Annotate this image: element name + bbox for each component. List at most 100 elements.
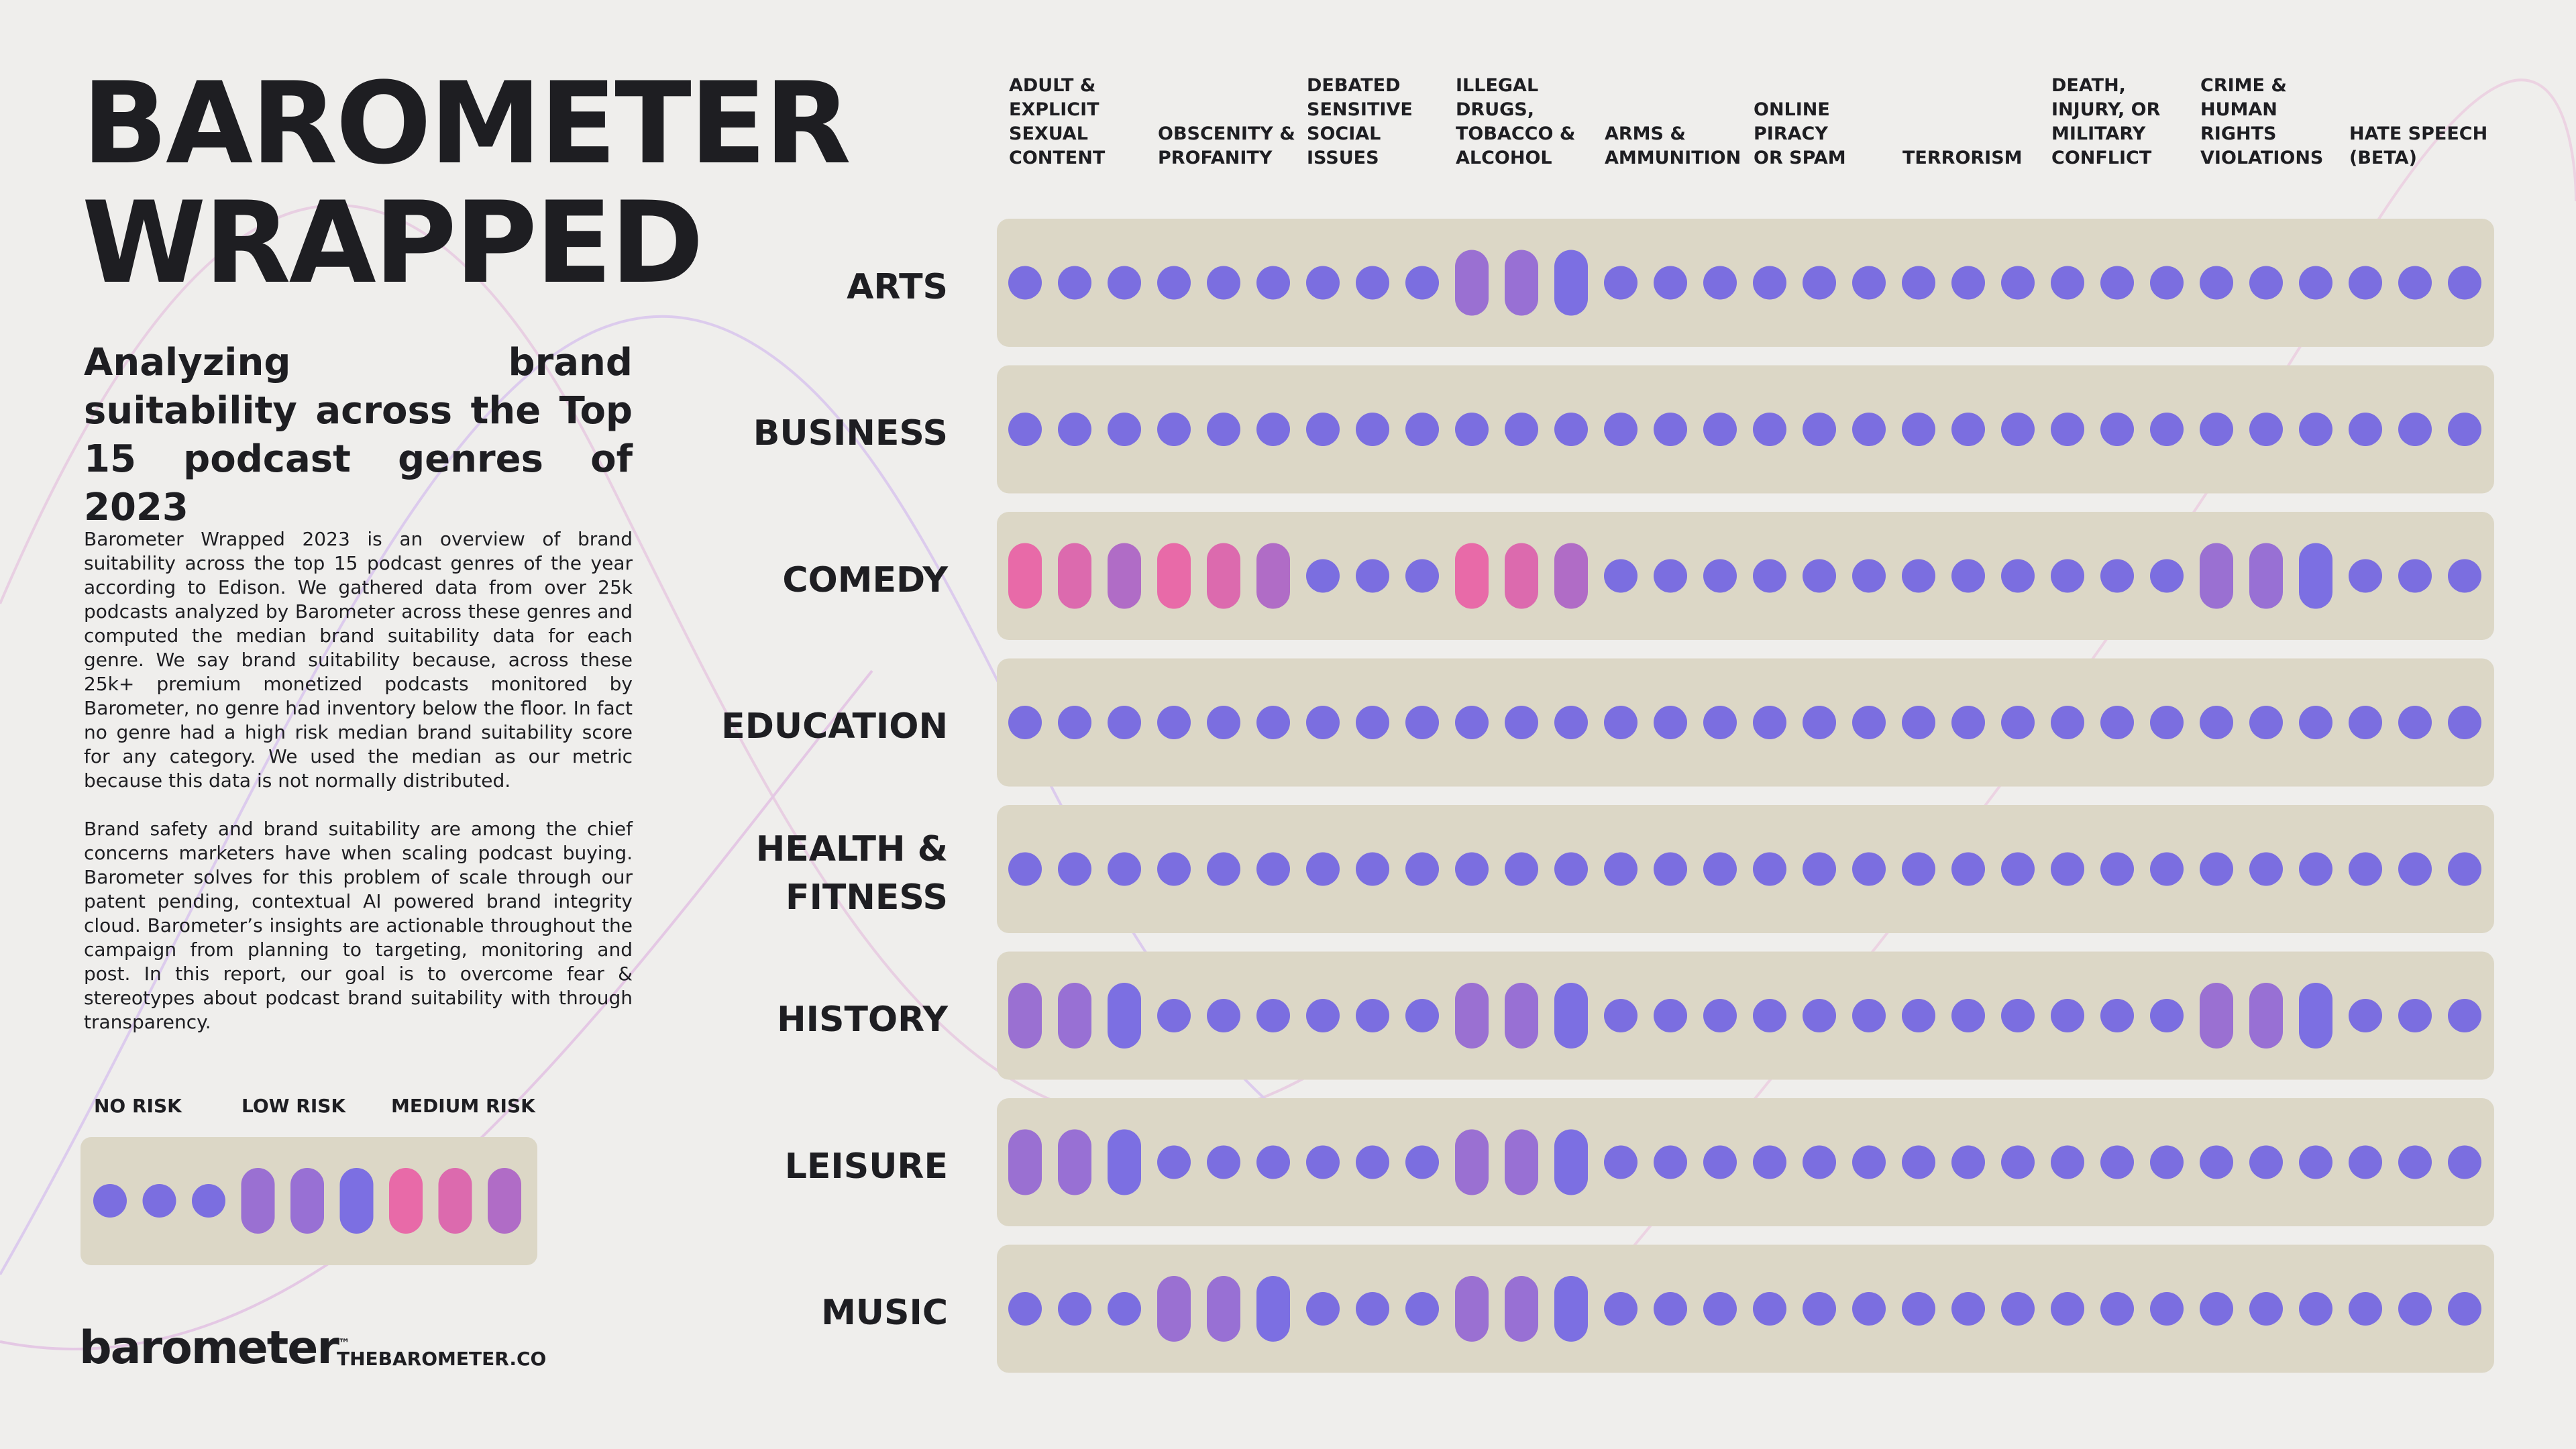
dot bbox=[1803, 1145, 1836, 1179]
dot bbox=[2398, 1292, 2432, 1326]
dot bbox=[1753, 1145, 1786, 1179]
column-header: ONLINE PIRACY OR SPAM bbox=[1754, 99, 1846, 168]
dot bbox=[1902, 1292, 1935, 1326]
dot bbox=[1604, 852, 1638, 886]
pill bbox=[1455, 543, 1489, 609]
dot bbox=[1157, 999, 1191, 1032]
dot bbox=[2001, 413, 2035, 446]
dot bbox=[1803, 1292, 1836, 1326]
dot bbox=[2249, 1145, 2283, 1179]
column-header: ARMS & AMMUNITION bbox=[1605, 123, 1741, 168]
pill bbox=[1455, 1129, 1489, 1195]
dot bbox=[2100, 852, 2134, 886]
dot bbox=[1654, 1292, 1687, 1326]
dot bbox=[1951, 852, 1985, 886]
title: BAROMETER WRAPPED bbox=[82, 58, 851, 309]
dot bbox=[1058, 706, 1091, 739]
paragraph: Barometer Wrapped 2023 is an overview of… bbox=[84, 528, 633, 792]
dot bbox=[1306, 413, 1340, 446]
dot bbox=[1108, 706, 1141, 739]
dot bbox=[1604, 266, 1638, 300]
dot bbox=[1902, 1145, 1935, 1179]
dot bbox=[2001, 266, 2035, 300]
dot bbox=[1405, 706, 1439, 739]
dot bbox=[2051, 266, 2084, 300]
dot bbox=[1703, 1292, 1737, 1326]
row-background bbox=[997, 512, 2494, 640]
dot bbox=[1256, 1145, 1290, 1179]
dot bbox=[1008, 706, 1042, 739]
dot bbox=[2100, 999, 2134, 1032]
dot bbox=[1356, 852, 1389, 886]
pill bbox=[1008, 543, 1042, 609]
genre-label: EDUCATION bbox=[721, 706, 948, 747]
dot bbox=[1157, 1145, 1191, 1179]
dot bbox=[2448, 1292, 2481, 1326]
dot bbox=[1852, 1145, 1886, 1179]
dot bbox=[1604, 706, 1638, 739]
dot bbox=[2200, 1145, 2233, 1179]
pill bbox=[1157, 1276, 1191, 1342]
pill bbox=[1256, 543, 1290, 609]
legend-pill bbox=[438, 1168, 472, 1234]
dot bbox=[1207, 1145, 1240, 1179]
pill bbox=[2200, 983, 2233, 1049]
row-background bbox=[997, 805, 2494, 933]
dot bbox=[2448, 999, 2481, 1032]
pill bbox=[1108, 543, 1141, 609]
pill bbox=[2249, 983, 2283, 1049]
dot bbox=[2349, 999, 2382, 1032]
dot bbox=[2150, 413, 2184, 446]
dot bbox=[2398, 266, 2432, 300]
dot bbox=[2299, 266, 2332, 300]
dot bbox=[2398, 706, 2432, 739]
dot bbox=[1951, 706, 1985, 739]
dot bbox=[2249, 1292, 2283, 1326]
dot bbox=[2398, 852, 2432, 886]
dot bbox=[2200, 1292, 2233, 1326]
dot bbox=[1852, 559, 1886, 593]
dot bbox=[1356, 413, 1389, 446]
dot bbox=[1803, 413, 1836, 446]
dot bbox=[1902, 413, 1935, 446]
dot bbox=[2200, 413, 2233, 446]
pill bbox=[1256, 1276, 1290, 1342]
dot bbox=[1753, 1292, 1786, 1326]
pill bbox=[1108, 1129, 1141, 1195]
dot bbox=[1803, 852, 1836, 886]
pill bbox=[1008, 983, 1042, 1049]
pill bbox=[1108, 983, 1141, 1049]
dot bbox=[2200, 852, 2233, 886]
dot bbox=[2051, 1145, 2084, 1179]
dot bbox=[2398, 999, 2432, 1032]
legend-pill bbox=[488, 1168, 521, 1234]
dot bbox=[1108, 1292, 1141, 1326]
dot bbox=[2398, 413, 2432, 446]
dot bbox=[1703, 706, 1737, 739]
row-background bbox=[997, 365, 2494, 494]
dot bbox=[1753, 999, 1786, 1032]
dot bbox=[2299, 1145, 2332, 1179]
dot bbox=[1951, 413, 1985, 446]
legend-label: LOW RISK bbox=[241, 1095, 346, 1117]
dot bbox=[1604, 559, 1638, 593]
dot bbox=[1405, 1145, 1439, 1179]
legend-pill bbox=[241, 1168, 275, 1234]
dot bbox=[1852, 266, 1886, 300]
dot bbox=[2200, 706, 2233, 739]
dot bbox=[1654, 852, 1687, 886]
dot bbox=[2100, 413, 2134, 446]
pill bbox=[1455, 250, 1489, 316]
dot bbox=[1703, 559, 1737, 593]
dot bbox=[1356, 1145, 1389, 1179]
dot bbox=[1703, 1145, 1737, 1179]
dot bbox=[1306, 266, 1340, 300]
dot bbox=[2299, 706, 2332, 739]
dot bbox=[2051, 413, 2084, 446]
row-background bbox=[997, 1098, 2494, 1226]
dot bbox=[1108, 413, 1141, 446]
logo: barometer™ bbox=[79, 1322, 350, 1375]
dot bbox=[2100, 266, 2134, 300]
genre-label: MUSIC bbox=[821, 1293, 948, 1333]
